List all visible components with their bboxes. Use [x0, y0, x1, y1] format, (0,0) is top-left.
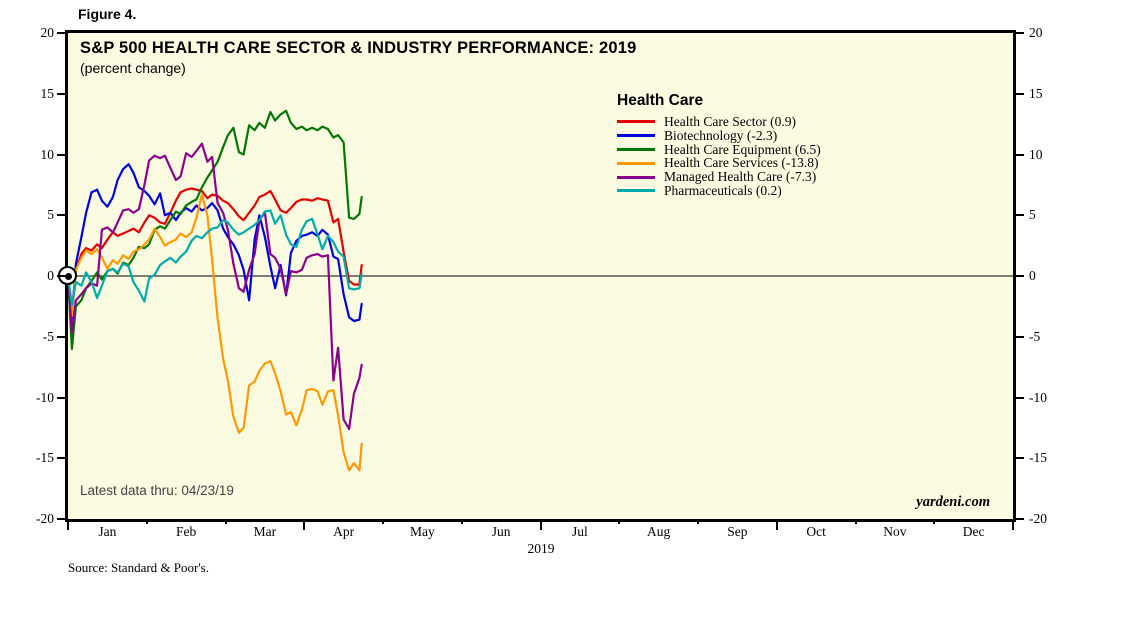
legend-label: Health Care Services (-13.8)	[664, 155, 819, 171]
y-axis-tick-left	[57, 214, 65, 217]
x-axis-major-tick	[539, 519, 542, 530]
legend-item: Biotechnology (-2.3)	[617, 127, 821, 143]
x-axis-major-tick	[303, 519, 306, 530]
y-axis-label-left: -5	[42, 328, 54, 344]
x-axis-minor-tick	[224, 519, 227, 524]
x-axis-major-tick	[775, 519, 778, 530]
y-axis-label-right: 20	[1029, 25, 1043, 40]
latest-data-note: Latest data thru: 04/23/19	[80, 483, 234, 498]
x-axis-year-label: 2019	[527, 541, 555, 556]
y-axis-tick-right	[1016, 32, 1024, 34]
x-axis-month-label: Sep	[727, 524, 748, 539]
y-axis-tick-left	[57, 518, 65, 520]
legend-item: Pharmaceuticals (0.2)	[617, 184, 821, 198]
x-axis-month-label: Aug	[647, 524, 671, 539]
x-axis-minor-tick	[854, 519, 857, 524]
series-line-managed-health-care	[68, 142, 363, 431]
legend-swatch	[617, 147, 655, 151]
x-axis-month-label: Jul	[571, 524, 588, 539]
y-axis-tick-right	[1016, 153, 1024, 156]
y-axis-label-right: 15	[1029, 85, 1043, 101]
legend-label: Health Care Equipment (6.5)	[664, 141, 821, 157]
watermark: yardeni.com	[916, 494, 990, 510]
x-axis-minor-tick	[618, 519, 621, 524]
y-axis-label-left: 0	[47, 268, 54, 283]
x-axis-minor-tick	[697, 519, 699, 524]
legend-heading: Health Care	[617, 92, 704, 109]
y-axis-label-left: 15	[40, 85, 55, 101]
legend-label: Biotechnology (-2.3)	[664, 127, 778, 143]
y-axis-tick-left	[57, 153, 65, 156]
x-axis-minor-tick	[382, 519, 384, 524]
x-axis-month-label: Apr	[333, 524, 355, 539]
legend-item: Health Care Services (-13.8)	[617, 156, 821, 170]
legend-swatch	[617, 134, 655, 138]
legend-item: Health Care Equipment (6.5)	[617, 141, 821, 157]
y-axis-tick-right	[1016, 92, 1024, 95]
legend-label: Managed Health Care (-7.3)	[664, 169, 817, 185]
y-axis-label-right: -15	[1029, 450, 1047, 466]
x-axis-month-label: Jun	[491, 524, 511, 539]
series-line-biotechnology	[68, 163, 363, 323]
x-axis-month-label: Mar	[253, 524, 277, 539]
start-bullseye-dot	[64, 272, 72, 280]
source-note: Source: Standard & Poor's.	[68, 560, 209, 575]
y-axis-label-right: -5	[1029, 328, 1041, 344]
y-axis-label-left: 5	[47, 207, 54, 223]
y-axis-tick-left	[57, 396, 65, 399]
x-axis-month-label: Jan	[98, 524, 117, 539]
legend-item: Health Care Sector (0.9)	[617, 115, 821, 129]
legend-swatch	[617, 120, 655, 124]
x-axis-minor-tick	[145, 519, 148, 524]
legend: Health Care Health Care Sector (0.9) Biot…	[617, 92, 821, 198]
y-axis-tick-right	[1016, 396, 1024, 399]
x-axis-major-tick	[67, 519, 69, 530]
x-axis-major-tick	[1012, 519, 1014, 530]
series-line-health-care-equipment	[68, 109, 363, 350]
y-axis-label-left: -20	[36, 511, 54, 526]
series-line-pharmaceuticals	[68, 209, 363, 307]
y-axis-label-right: 10	[1029, 146, 1043, 162]
series-line-health-care-services	[68, 193, 363, 472]
x-axis-month-label: Feb	[176, 524, 197, 539]
series-line-health-care-sector	[68, 187, 363, 313]
plot-canvas	[68, 109, 1013, 472]
y-axis-label-right: 0	[1029, 268, 1036, 283]
y-axis-tick-right	[1016, 214, 1024, 217]
y-axis-tick-right	[1016, 335, 1024, 338]
y-axis-tick-right	[1016, 457, 1024, 460]
legend-swatch	[617, 161, 655, 165]
x-axis-month-label: Dec	[962, 524, 985, 539]
legend-swatch	[617, 175, 655, 179]
x-axis-month-label: Oct	[806, 524, 826, 539]
y-axis-tick-left	[57, 275, 65, 277]
y-axis-tick-left	[57, 92, 65, 95]
legend-label: Pharmaceuticals (0.2)	[664, 182, 782, 198]
figure-label: Figure 4.	[78, 6, 137, 22]
y-axis-tick-left	[57, 32, 65, 34]
y-axis-label-left: -10	[36, 389, 54, 405]
x-axis-minor-tick	[933, 519, 936, 524]
y-axis-label-right: 5	[1029, 207, 1036, 223]
y-axis-label-left: -15	[36, 450, 54, 466]
y-axis-label-right: -20	[1029, 511, 1047, 526]
chart-title-block: S&P 500 HEALTH CARE SECTOR & INDUSTRY PE…	[80, 39, 637, 76]
y-axis-tick-left	[57, 457, 65, 460]
x-axis-minor-tick	[460, 519, 463, 524]
y-axis-label-left: 10	[40, 146, 55, 162]
chart-title: S&P 500 HEALTH CARE SECTOR & INDUSTRY PE…	[80, 39, 637, 57]
x-axis-month-label: Nov	[883, 524, 907, 539]
legend-label: Health Care Sector (0.9)	[664, 114, 796, 129]
y-axis-label-right: -10	[1029, 389, 1047, 405]
x-axis-month-label: May	[410, 524, 435, 539]
y-axis-label-left: 20	[40, 25, 55, 40]
legend-swatch	[617, 189, 655, 193]
chart-subtitle: (percent change)	[80, 60, 186, 76]
y-axis-tick-right	[1016, 275, 1024, 277]
legend-items: Health Care Sector (0.9) Biotechnology (-…	[617, 115, 821, 198]
y-axis-tick-left	[57, 335, 65, 338]
legend-item: Managed Health Care (-7.3)	[617, 170, 821, 184]
y-axis-tick-right	[1016, 518, 1024, 520]
